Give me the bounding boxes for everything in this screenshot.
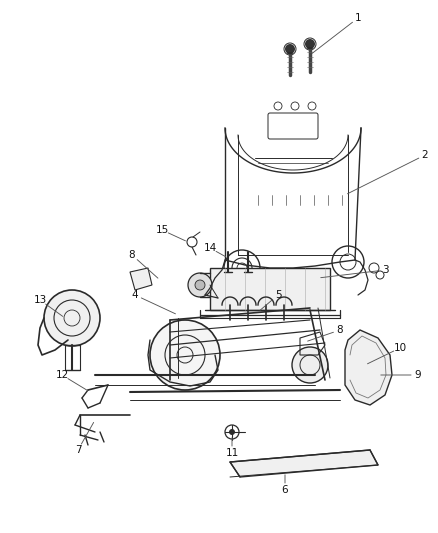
Text: 4: 4 (132, 290, 138, 300)
Text: 8: 8 (129, 250, 135, 260)
Text: 15: 15 (155, 225, 169, 235)
Text: 8: 8 (337, 325, 343, 335)
Polygon shape (130, 268, 152, 290)
Text: 5: 5 (275, 290, 281, 300)
Text: 3: 3 (381, 265, 389, 275)
Text: 14: 14 (203, 243, 217, 253)
Text: 7: 7 (75, 445, 81, 455)
Circle shape (305, 39, 315, 49)
Text: 9: 9 (415, 370, 421, 380)
Text: 13: 13 (33, 295, 46, 305)
Circle shape (44, 290, 100, 346)
Text: 10: 10 (393, 343, 406, 353)
Circle shape (188, 273, 212, 297)
Circle shape (292, 347, 328, 383)
Circle shape (285, 44, 295, 54)
Text: 6: 6 (282, 485, 288, 495)
Text: 1: 1 (355, 13, 361, 23)
Circle shape (229, 429, 235, 435)
Circle shape (195, 280, 205, 290)
Text: 11: 11 (226, 448, 239, 458)
Polygon shape (345, 330, 392, 405)
Polygon shape (230, 450, 378, 477)
Text: 12: 12 (55, 370, 69, 380)
Text: 2: 2 (422, 150, 428, 160)
Bar (210, 268, 330, 310)
Circle shape (150, 320, 220, 390)
